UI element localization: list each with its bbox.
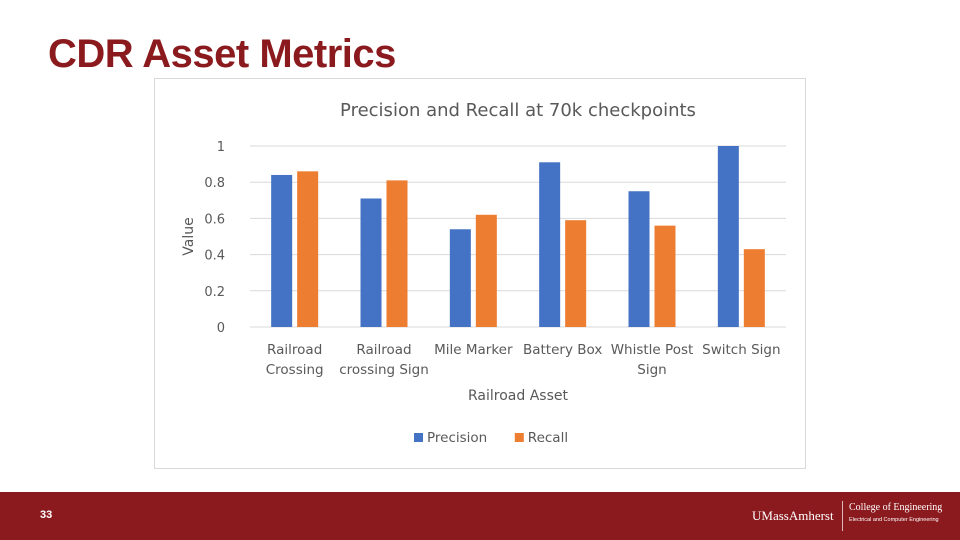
page-number: 33 xyxy=(40,509,53,521)
bar-recall xyxy=(654,225,676,327)
university-logo-text: UMassAmherst xyxy=(752,508,834,523)
x-tick-label: Sign xyxy=(637,362,666,378)
y-tick-label: 0.4 xyxy=(204,249,225,264)
y-tick-label: 0.8 xyxy=(204,176,225,191)
chart-title: Precision and Recall at 70k checkpoints xyxy=(340,100,696,121)
college-name: College of Engineering xyxy=(849,502,943,513)
bar-chart: Precision and Recall at 70k checkpoints 0… xyxy=(181,100,786,446)
x-tick-label: Railroad xyxy=(267,342,322,358)
x-tick-label: Battery Box xyxy=(523,342,602,358)
bar-recall xyxy=(743,249,765,327)
bar-precision xyxy=(628,191,650,327)
y-axis-label: Value xyxy=(181,217,197,255)
y-tick-label: 1 xyxy=(217,140,225,155)
bar-recall xyxy=(565,220,587,327)
x-axis-label: Railroad Asset xyxy=(468,388,568,404)
bar-precision xyxy=(539,162,561,327)
legend-label: Precision xyxy=(427,430,487,446)
x-tick-label: crossing Sign xyxy=(339,362,429,378)
y-tick-label: 0 xyxy=(217,321,225,336)
x-tick-label: Crossing xyxy=(266,362,324,378)
legend-label: Recall xyxy=(528,430,568,446)
x-tick-label: Switch Sign xyxy=(702,342,780,358)
footer-bar: 33 UMassAmherst College of Engineering E… xyxy=(0,492,960,540)
bar-precision xyxy=(271,174,293,327)
x-tick-label: Railroad xyxy=(356,342,411,358)
y-tick-label: 0.6 xyxy=(204,212,225,227)
slide-title: CDR Asset Metrics xyxy=(48,32,396,76)
bar-recall xyxy=(297,171,319,327)
bar-precision xyxy=(717,146,739,327)
x-tick-label: Mile Marker xyxy=(434,342,513,358)
department-name: Electrical and Computer Engineering xyxy=(849,517,939,523)
bar-recall xyxy=(386,180,408,327)
bar-recall xyxy=(475,214,497,327)
chart-frame: Precision and Recall at 70k checkpoints 0… xyxy=(154,78,806,469)
x-tick-label: Whistle Post xyxy=(611,342,694,358)
y-tick-label: 0.2 xyxy=(204,285,225,300)
legend-swatch xyxy=(514,433,524,442)
logo-divider xyxy=(842,501,843,531)
bar-precision xyxy=(449,229,471,327)
bar-precision xyxy=(360,198,382,327)
legend-swatch xyxy=(414,433,423,442)
